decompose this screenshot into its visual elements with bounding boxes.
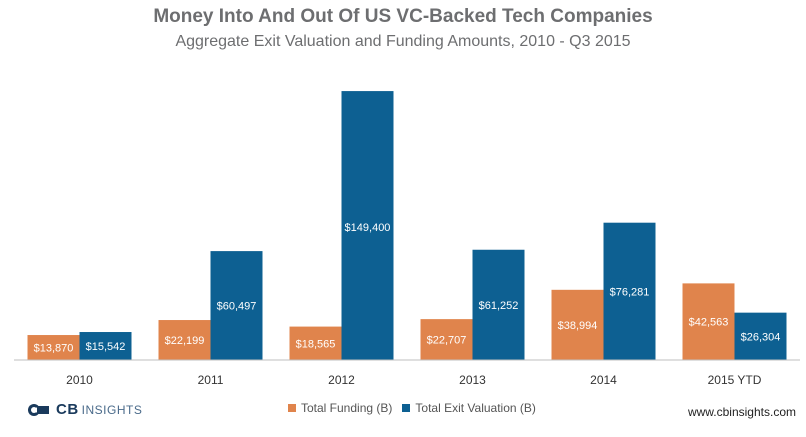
legend-item-funding: Total Funding (B)	[288, 401, 392, 415]
chart-subtitle: Aggregate Exit Valuation and Funding Amo…	[175, 33, 631, 50]
bar-exit-2011	[210, 251, 263, 360]
x-tick-label: 2014	[590, 373, 617, 387]
legend-swatch-funding	[288, 404, 296, 412]
data-label-funding-2014: $38,994	[558, 320, 598, 332]
bar-exit-2012	[341, 91, 394, 360]
chart-title: Money Into And Out Of US VC-Backed Tech …	[153, 6, 653, 27]
x-tick-label: 2012	[328, 373, 355, 387]
legend-label-funding: Total Funding (B)	[301, 401, 393, 415]
data-label-funding-2010: $13,870	[34, 343, 74, 355]
data-label-exit-2012: $149,400	[345, 222, 391, 234]
data-label-exit-2010: $15,542	[86, 341, 126, 353]
bar-exit-2013	[472, 249, 525, 360]
bar-exit-2015-ytd	[734, 312, 787, 360]
legend-item-exit: Total Exit Valuation (B)	[402, 401, 536, 415]
bar-exit-2014	[603, 222, 656, 360]
data-label-funding-2013: $22,707	[427, 335, 467, 347]
legend: Total Funding (B) Total Exit Valuation (…	[288, 401, 546, 415]
data-label-funding-2012: $18,565	[296, 338, 336, 350]
data-label-exit-2014: $76,281	[610, 286, 650, 298]
legend-swatch-exit	[402, 404, 411, 412]
bar-funding-2013	[420, 319, 473, 360]
bar-funding-2011	[158, 320, 211, 360]
data-label-funding-2011: $22,199	[165, 335, 205, 347]
x-tick-label: 2013	[459, 373, 486, 387]
data-label-exit-2015-ytd: $26,304	[741, 331, 781, 343]
x-tick-label: 2010	[66, 373, 93, 387]
data-label-funding-2015-ytd: $42,563	[689, 317, 729, 329]
data-label-exit-2011: $60,497	[217, 301, 257, 313]
cb-logo-icon	[28, 402, 52, 418]
bar-funding-2012	[289, 326, 342, 360]
bar-funding-2014	[551, 289, 604, 360]
bar-exit-2010	[79, 332, 132, 360]
logo-text: CB INSIGHTS	[56, 401, 143, 418]
cb-insights-logo: CB INSIGHTS	[28, 401, 142, 418]
data-label-exit-2013: $61,252	[479, 300, 519, 312]
source-url: www.cbinsights.com	[687, 405, 796, 419]
legend-label-exit: Total Exit Valuation (B)	[415, 401, 536, 415]
x-tick-label: 2011	[198, 373, 224, 387]
bar-funding-2010	[27, 335, 80, 360]
x-tick-label: 2015 YTD	[708, 373, 762, 387]
bar-funding-2015-ytd	[682, 283, 735, 360]
